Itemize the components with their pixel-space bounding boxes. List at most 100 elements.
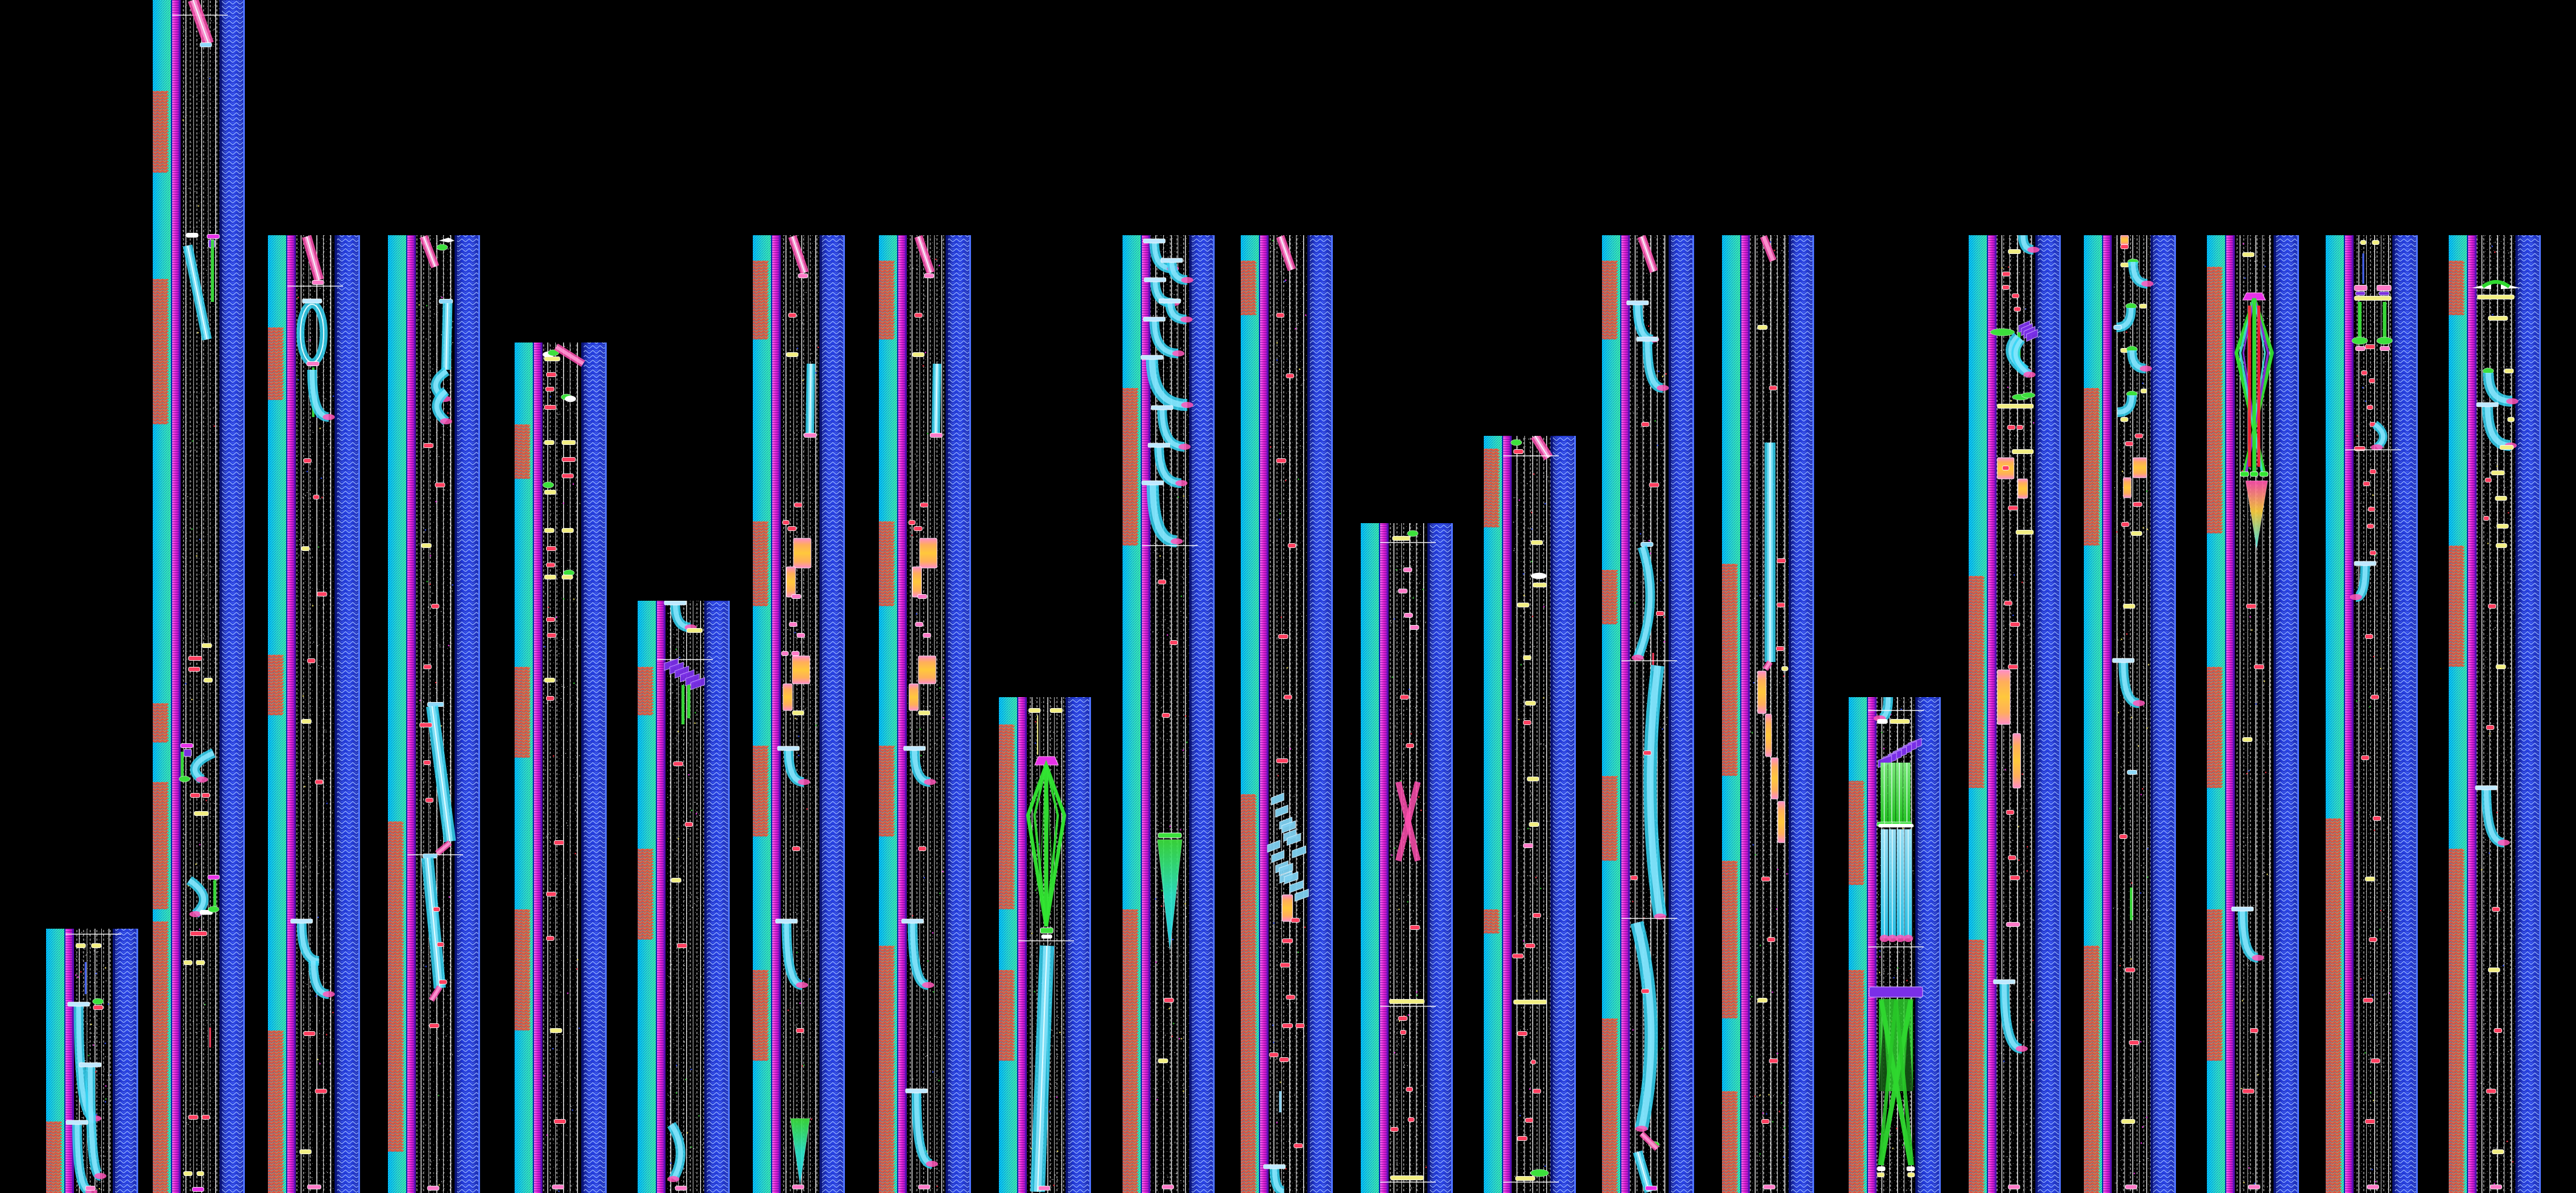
marker-cap-red [1649,483,1660,487]
marker-cap-pink [2489,1185,2503,1189]
chromosome-column[interactable] [999,697,1091,1193]
chromosome-column[interactable] [153,0,245,1193]
marker-cap-red [93,1005,104,1010]
marker-cap-yellow [1529,822,1540,827]
marker-cap-red [1769,386,1778,390]
marker-cap-red [1269,1052,1279,1057]
marker-cap-red [2363,481,2371,486]
marker-cap-red [2361,755,2370,760]
chromosome-column[interactable] [2326,235,2418,1193]
chromosome-column[interactable] [2207,235,2299,1193]
ribbon-tip [2497,840,2510,846]
marker-cap-red [684,822,693,827]
marker-cap-yellow [2121,1119,2135,1124]
marker-cap-red [1523,720,1532,725]
chromosome-column[interactable] [268,235,360,1193]
amber-block [919,538,938,569]
chromosome-column[interactable] [46,929,138,1193]
marker-cap-yellow [2488,316,2508,321]
marker-cap-red [673,761,684,766]
marker-cap-pink [929,433,943,438]
chromosome-column[interactable] [1484,436,1576,1193]
marker-cap-yellow [183,1171,193,1176]
amber-block [2123,477,2132,498]
marker-cap-red [1767,937,1776,942]
chromosome-column[interactable] [388,235,480,1193]
marker-cap-yellow [1889,719,1910,724]
marker-cap-red [316,592,327,596]
marker-cap-pink [1409,625,1420,630]
marker-cap-red [2366,524,2374,529]
marker-cap-yellow [301,546,310,551]
marker-cap-white [1906,1166,1915,1171]
chromosome-column[interactable] [2449,235,2541,1193]
chromosome-column[interactable] [2084,235,2176,1193]
chromosome-column[interactable] [1602,235,1694,1193]
marker-cap-red [1532,913,1541,918]
chromosome-column[interactable] [753,235,845,1193]
ribbon-tip [667,1176,679,1182]
chromosome-column[interactable] [1722,235,1814,1193]
blob-green [2021,392,2035,398]
marker-cap-magenta [1645,1186,1658,1191]
marker-cap-yellow [2242,252,2255,257]
amber-block [2017,478,2028,499]
marker-cap-magenta [207,875,220,880]
marker-cap-red [547,633,556,638]
marker-cap-red [1276,313,1285,318]
marker-cap-red [553,1119,566,1124]
marker-cap-yellow [183,960,193,965]
marker-cap-red [2124,967,2135,972]
marker-cap-red [2007,425,2016,430]
marker-cap-yellow [544,575,556,580]
marker-cap-yellow [2495,664,2506,669]
marker-cap-red [2486,1089,2497,1094]
marker-cap-red [2484,478,2492,483]
marker-cap-pink [2006,922,2020,927]
ribbon-tip [2371,444,2383,450]
marker-cap-red [2486,725,2495,730]
marker-cap-red [1281,938,1293,943]
marker-cap-yellow [1389,999,1425,1004]
marker-cap-red [1656,611,1664,616]
marker-cap-red [303,1031,316,1036]
chromosome-column[interactable] [638,601,730,1193]
ribbon-tip [924,779,936,785]
blob-green [207,906,219,913]
marker-cap-red [2002,466,2009,470]
chromosome-column[interactable] [1849,697,1941,1193]
marker-cap-red [201,793,210,798]
marker-cap-red [2369,469,2377,474]
marker-cap-red [1287,543,1296,548]
amber-block [918,655,936,684]
marker-cap-yellow [2507,417,2515,422]
blob-green [542,481,554,489]
blob-green [92,998,104,1005]
chromosome-column[interactable] [1123,235,1215,1193]
marker-cap-yellow [550,1028,562,1033]
chromosome-column[interactable] [1361,523,1453,1193]
marker-cap-pink [781,651,789,656]
marker-cap-red [2124,441,2134,446]
ribbon-tip [926,1161,938,1167]
marker-cap-red [919,503,929,507]
chromosome-column[interactable] [879,235,971,1193]
chromosome-column[interactable] [1969,235,2061,1193]
chromosome-column[interactable] [1241,235,1333,1193]
marker-cap-pink [2380,346,2391,351]
marker-cap-red [1409,925,1420,930]
marker-cap-yellow [544,678,555,683]
marker-cap-yellow [1158,1058,1169,1063]
purple-bar [1869,986,1923,998]
marker-cap-red [1407,1117,1415,1122]
marker-cap-red [188,656,202,661]
marker-cap-red [2121,522,2130,527]
ribbon-tip [2132,700,2145,706]
marker-cap-red [1284,695,1292,700]
chromosome-column[interactable] [515,343,607,1193]
stair-slab [1292,845,1306,859]
ribbon-tip [1657,385,1669,391]
marker-cap-red [1776,646,1784,651]
marker-cap-red [2364,634,2374,639]
marker-cap-red [2120,244,2129,249]
